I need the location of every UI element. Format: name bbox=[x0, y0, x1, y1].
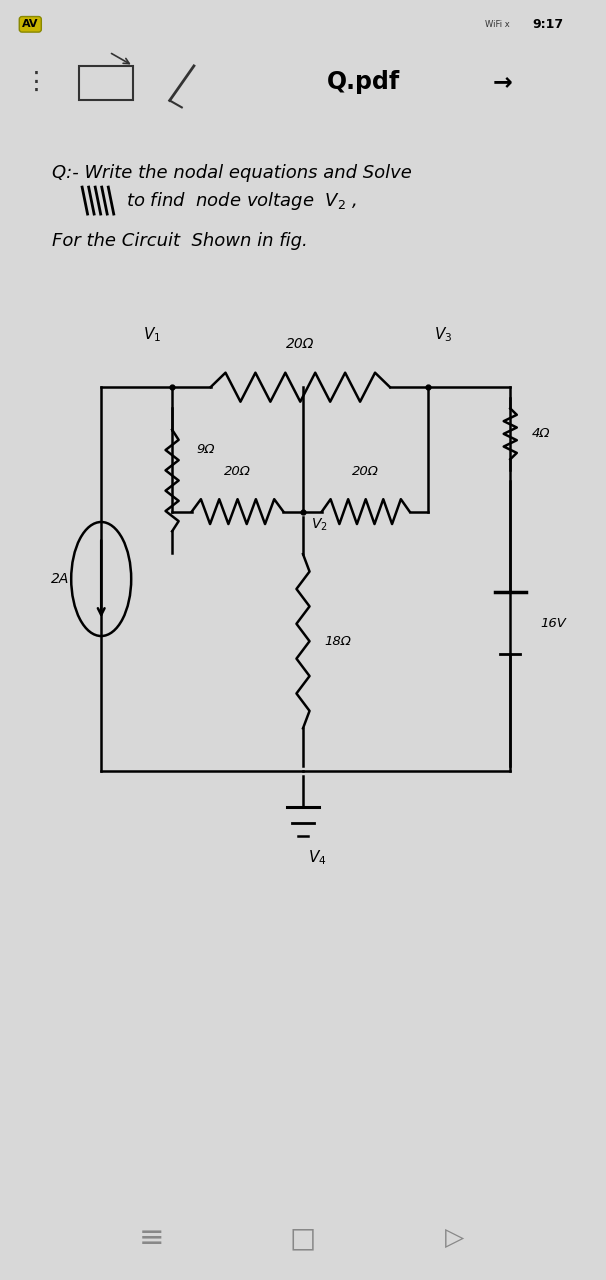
Text: 20Ω: 20Ω bbox=[352, 466, 379, 479]
Text: 18Ω: 18Ω bbox=[325, 635, 351, 648]
Text: WiFi x: WiFi x bbox=[485, 19, 509, 29]
Text: $V_3$: $V_3$ bbox=[434, 325, 452, 343]
Text: Q:- Write the nodal equations and Solve: Q:- Write the nodal equations and Solve bbox=[52, 164, 412, 182]
Text: 9:17: 9:17 bbox=[533, 18, 564, 31]
Text: ≡: ≡ bbox=[139, 1224, 164, 1253]
Text: 9Ω: 9Ω bbox=[197, 443, 215, 456]
Text: →: → bbox=[493, 70, 513, 93]
Text: $V_4$: $V_4$ bbox=[308, 849, 327, 868]
Text: ⋮: ⋮ bbox=[24, 70, 49, 93]
Text: For the Circuit  Shown in fig.: For the Circuit Shown in fig. bbox=[52, 232, 308, 250]
Text: $V_1$: $V_1$ bbox=[143, 325, 161, 343]
Text: $V_2$: $V_2$ bbox=[311, 517, 328, 534]
Text: ▷: ▷ bbox=[445, 1226, 464, 1251]
Text: AV: AV bbox=[22, 19, 39, 29]
Text: □: □ bbox=[290, 1225, 316, 1252]
Text: 4Ω: 4Ω bbox=[532, 428, 551, 440]
Text: 20Ω: 20Ω bbox=[286, 337, 315, 351]
Text: 20Ω: 20Ω bbox=[224, 466, 251, 479]
Text: 16V: 16V bbox=[541, 617, 566, 630]
Text: to find  node voltage  $V_2$ ,: to find node voltage $V_2$ , bbox=[126, 191, 356, 212]
Text: 2A: 2A bbox=[51, 572, 70, 586]
Text: Q.pdf: Q.pdf bbox=[327, 70, 400, 93]
